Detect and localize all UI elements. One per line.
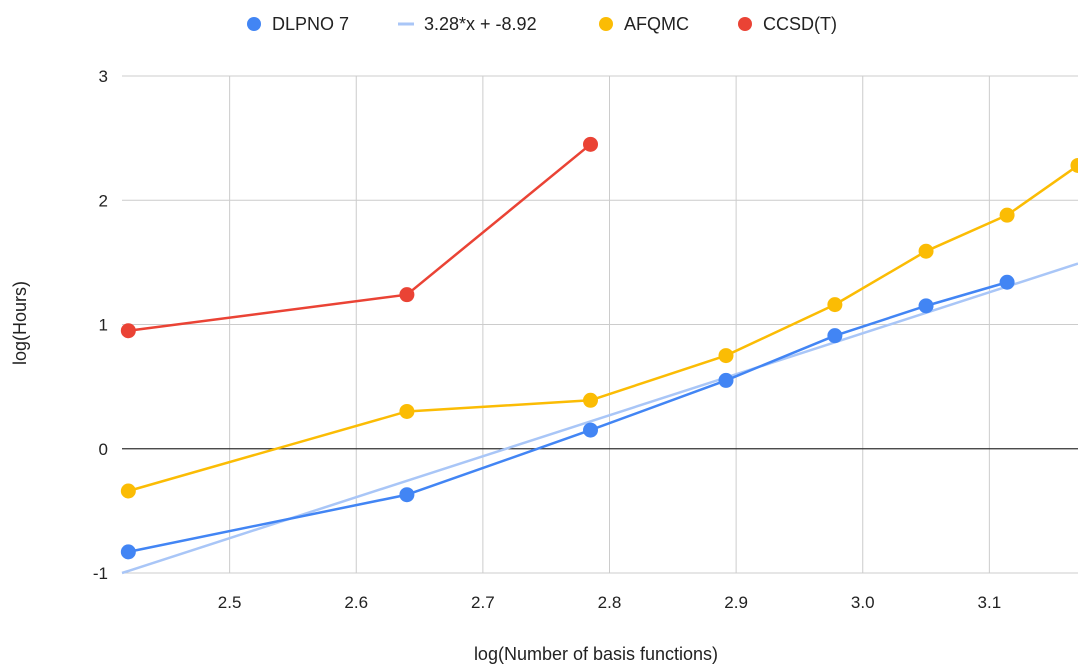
y-axis-title: log(Hours) (10, 281, 30, 365)
data-point (999, 274, 1015, 290)
x-tick-label: 2.5 (218, 593, 242, 612)
data-point (120, 483, 136, 499)
data-point (718, 348, 734, 364)
legend-item: 3.28*x + -8.92 (398, 14, 537, 34)
legend-item: AFQMC (599, 14, 689, 34)
data-point (827, 328, 843, 344)
series-line (128, 143, 592, 332)
data-point (918, 243, 934, 259)
x-tick-label: 2.7 (471, 593, 495, 612)
series-3-28-x-8-92 (121, 262, 1078, 575)
legend-label: AFQMC (624, 14, 689, 34)
x-tick-label: 2.6 (344, 593, 368, 612)
x-tick-label: 3.1 (978, 593, 1002, 612)
series-line (127, 164, 1078, 493)
data-point (583, 422, 599, 438)
legend: DLPNO 7 3.28*x + -8.92 AFQMC CCSD(T) (247, 14, 837, 34)
legend-item: CCSD(T) (738, 14, 837, 34)
legend-label: DLPNO 7 (272, 14, 349, 34)
data-point (918, 298, 934, 314)
data-point (1070, 157, 1078, 173)
data-point (718, 372, 734, 388)
y-tick-label: 1 (99, 316, 108, 335)
legend-marker (247, 17, 261, 31)
plot-area (120, 136, 1078, 575)
y-tick-label: 2 (99, 191, 108, 210)
data-point (120, 323, 136, 339)
series-ccsd-t (120, 136, 599, 339)
legend-item: DLPNO 7 (247, 14, 349, 34)
x-tick-label: 2.9 (724, 593, 748, 612)
y-axis: -1 0 1 2 3 (93, 67, 108, 583)
y-tick-label: 0 (99, 440, 108, 459)
series-line (128, 281, 1008, 554)
legend-label: 3.28*x + -8.92 (424, 14, 537, 34)
legend-marker (599, 17, 613, 31)
x-tick-label: 3.0 (851, 593, 875, 612)
data-point (583, 392, 599, 408)
gridlines (122, 75, 1078, 574)
x-axis: 2.5 2.6 2.7 2.8 2.9 3.0 3.1 (218, 593, 1001, 612)
series-dlpno-7 (120, 274, 1015, 560)
data-point (120, 544, 136, 560)
series-line (121, 262, 1078, 575)
data-point (999, 207, 1015, 223)
x-tick-label: 2.8 (598, 593, 622, 612)
x-axis-title: log(Number of basis functions) (474, 644, 718, 664)
y-tick-label: 3 (99, 67, 108, 86)
series-afqmc (120, 157, 1078, 499)
data-point (399, 487, 415, 503)
data-point (827, 297, 843, 313)
y-tick-label: -1 (93, 564, 108, 583)
data-point (399, 287, 415, 303)
legend-label: CCSD(T) (763, 14, 837, 34)
legend-marker (738, 17, 752, 31)
data-point (583, 136, 599, 152)
data-point (399, 403, 415, 419)
